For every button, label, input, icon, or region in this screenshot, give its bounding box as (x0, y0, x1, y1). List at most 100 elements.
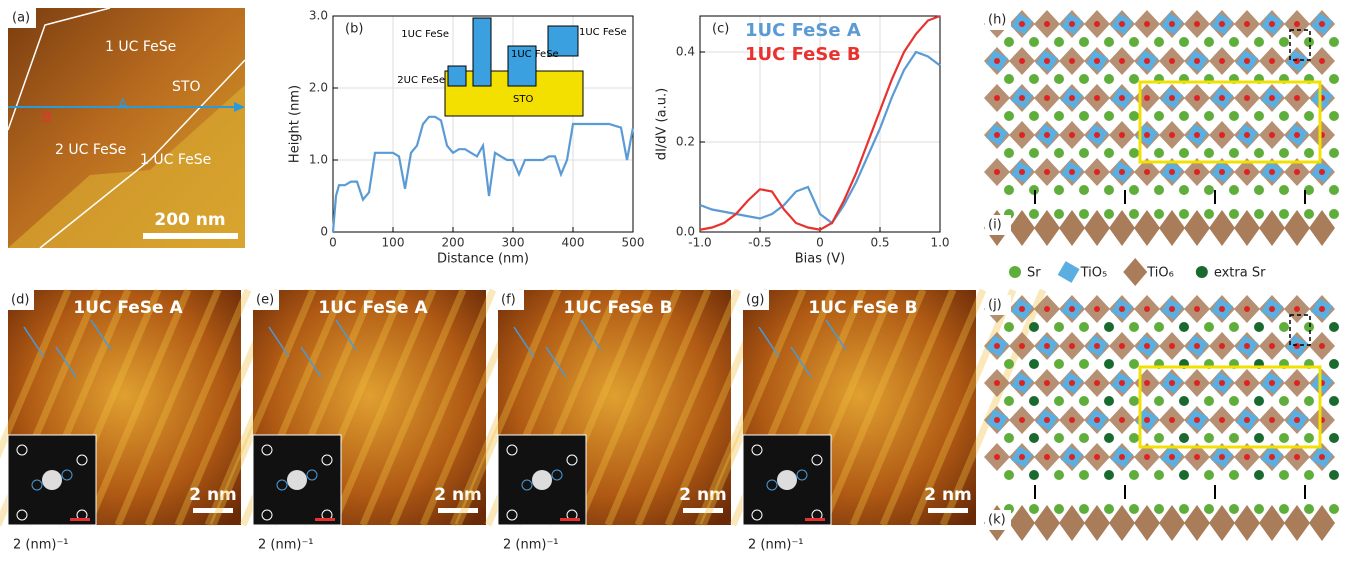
ti (1244, 343, 1250, 349)
sr (1254, 148, 1264, 158)
ti (1194, 95, 1200, 101)
sr (1229, 322, 1239, 332)
ti (1119, 417, 1125, 423)
ti (1119, 21, 1125, 27)
panel-label: (a) (12, 11, 30, 26)
sr (1304, 111, 1314, 121)
fft-scale-bar (315, 518, 335, 521)
ti (1019, 343, 1025, 349)
sr (1104, 433, 1114, 443)
region-label: 1 UC FeSe (140, 152, 211, 168)
sr (1229, 396, 1239, 406)
sr (1129, 433, 1139, 443)
sr (1004, 433, 1014, 443)
sr (1329, 74, 1339, 84)
sr (1079, 209, 1089, 219)
fft-scale-bar (805, 518, 825, 521)
y-axis-label: Height (nm) (288, 85, 303, 163)
sr (1279, 185, 1289, 195)
ti (1094, 58, 1100, 64)
sr (1004, 359, 1014, 369)
sr (1254, 322, 1264, 332)
sr (1054, 148, 1064, 158)
ti (1319, 343, 1325, 349)
sr (1179, 111, 1189, 121)
ti (1069, 417, 1075, 423)
panel-title: 1UC FeSe A (73, 298, 183, 318)
ti (994, 454, 1000, 460)
sr (1254, 433, 1264, 443)
sr (1029, 433, 1039, 443)
sr (1329, 359, 1339, 369)
ti (1144, 21, 1150, 27)
ti (1044, 343, 1050, 349)
sr (1129, 37, 1139, 47)
sr (1329, 111, 1339, 121)
panel-label: (k) (988, 513, 1006, 528)
region-label: STO (172, 79, 200, 95)
x-axis-label: Bias (V) (795, 252, 845, 267)
sr (1054, 74, 1064, 84)
inset-label: 2UC FeSe (397, 75, 445, 86)
ti (1244, 58, 1250, 64)
ti (1019, 306, 1025, 312)
ti (1169, 132, 1175, 138)
x-tick-label: 0 (816, 236, 824, 250)
ti (1119, 306, 1125, 312)
ti (1119, 380, 1125, 386)
ti (1169, 454, 1175, 460)
sr (1054, 37, 1064, 47)
y-axis-label: dI/dV (a.u.) (655, 88, 670, 160)
legend-label: TiO₆ (1146, 266, 1174, 281)
sr (1254, 185, 1264, 195)
ti (1169, 306, 1175, 312)
sr (1154, 111, 1164, 121)
sr (1029, 504, 1039, 514)
y-tick-label: 2.0 (309, 81, 328, 95)
scale-bar (683, 508, 723, 513)
sr (1254, 209, 1264, 219)
ti (994, 58, 1000, 64)
ti (994, 380, 1000, 386)
sr (1029, 322, 1039, 332)
ti (1169, 380, 1175, 386)
ti (1069, 380, 1075, 386)
sr (1004, 185, 1014, 195)
ti (1044, 132, 1050, 138)
sr (1079, 504, 1089, 514)
sr (1179, 209, 1189, 219)
point-label: B (42, 110, 52, 126)
ti (1194, 380, 1200, 386)
legend-marker (1058, 261, 1080, 283)
y-tick-label: 0.2 (676, 135, 695, 149)
sr (1279, 148, 1289, 158)
ti (1044, 306, 1050, 312)
sr (1329, 185, 1339, 195)
sr (1204, 322, 1214, 332)
sr (1104, 111, 1114, 121)
x-tick-label: -0.5 (748, 236, 771, 250)
sr (1304, 37, 1314, 47)
legend-label: extra Sr (1214, 266, 1266, 281)
sr (1204, 111, 1214, 121)
sr (1129, 148, 1139, 158)
ti (1019, 21, 1025, 27)
sr (1279, 37, 1289, 47)
sr (1079, 359, 1089, 369)
sr (1154, 504, 1164, 514)
sr (1104, 209, 1114, 219)
sr (1129, 322, 1139, 332)
sr (1129, 185, 1139, 195)
sr (1054, 433, 1064, 443)
ti (1244, 417, 1250, 423)
x-tick-label: 100 (382, 236, 405, 250)
fft-scale-label: 2 (nm)⁻¹ (503, 538, 559, 553)
sr (1179, 322, 1189, 332)
panel-label: (d) (11, 293, 29, 308)
sr (1004, 74, 1014, 84)
ti (1244, 169, 1250, 175)
sr (1054, 470, 1064, 480)
sr (1279, 396, 1289, 406)
ti (1194, 21, 1200, 27)
ti (1219, 21, 1225, 27)
